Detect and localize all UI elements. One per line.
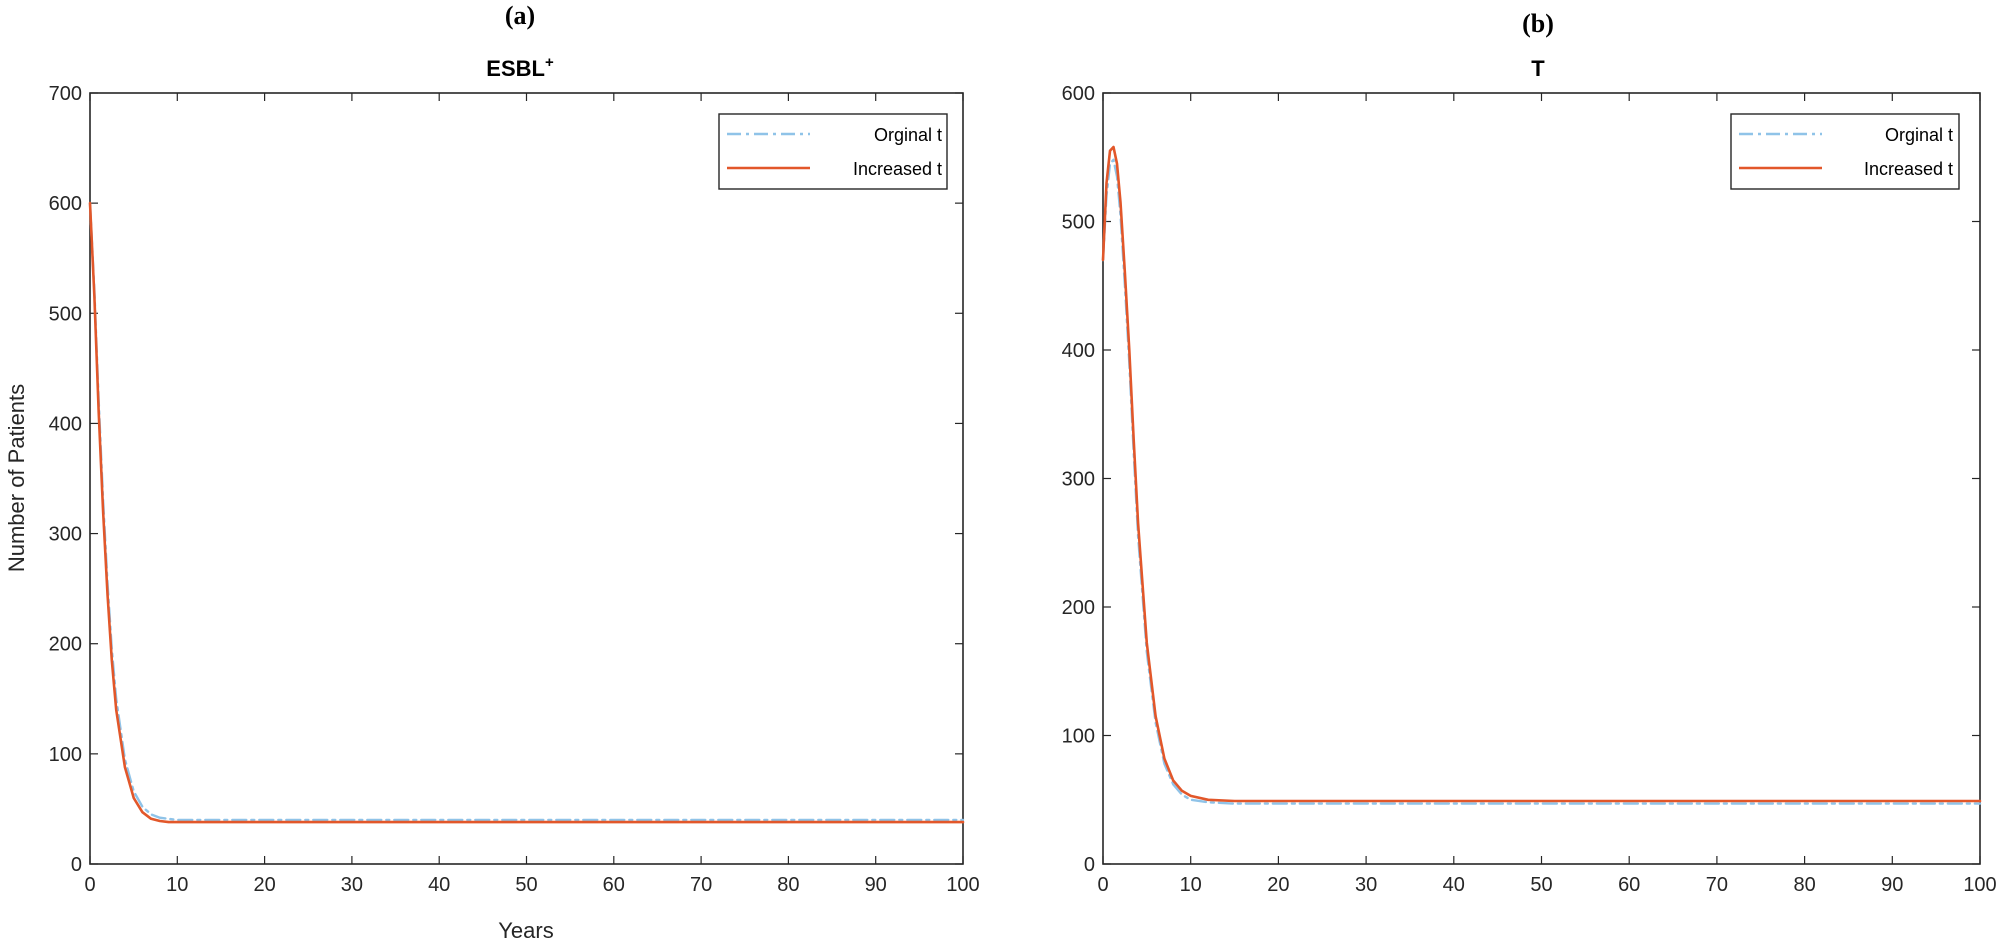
y-tick-label-a: 700 <box>49 83 82 105</box>
x-axis-label-a: Years <box>498 918 553 943</box>
x-tick-label-a: 90 <box>865 874 887 896</box>
x-tick-label-b: 90 <box>1881 874 1903 896</box>
legend-a: Orginal t Increased t <box>718 113 948 190</box>
y-tick-label-a: 0 <box>71 854 82 876</box>
y-tick-label-b: 600 <box>1062 83 1095 105</box>
legend-box-b <box>1730 113 1960 190</box>
x-tick-label-b: 30 <box>1355 874 1377 896</box>
x-tick-label-b: 0 <box>1097 874 1108 896</box>
series-line-original-b <box>1101 158 1982 805</box>
plot-title-a-superscript: + <box>545 54 554 71</box>
y-tick-label-a: 600 <box>49 193 82 215</box>
lines-a <box>88 201 965 824</box>
x-tick-label-b: 40 <box>1443 874 1465 896</box>
x-tick-label-b: 60 <box>1618 874 1640 896</box>
x-tick-label-a: 50 <box>515 874 537 896</box>
y-tick-label-b: 300 <box>1062 469 1095 491</box>
x-tick-label-a: 70 <box>690 874 712 896</box>
y-tick-label-b: 200 <box>1062 597 1095 619</box>
plot-title-a: ESBL+ <box>486 54 554 81</box>
x-tick-label-b: 100 <box>1963 874 1996 896</box>
legend-label-original-a: Orginal t <box>874 125 942 145</box>
legend-label-increased-b: Increased t <box>1864 159 1953 179</box>
y-tick-label-b: 500 <box>1062 212 1095 234</box>
x-tick-label-b: 10 <box>1180 874 1202 896</box>
y-tick-label-a: 200 <box>49 634 82 656</box>
axes-b <box>1102 92 1981 865</box>
x-tick-label-a: 40 <box>428 874 450 896</box>
ticks-b: 0 10 20 30 40 50 60 70 80 90 100 0 100 200 300 400 500 60… <box>1062 83 1997 896</box>
plot-title-a-text: ESBL <box>486 56 545 81</box>
y-axis-label-a: Number of Patients <box>4 384 29 572</box>
plot-title-b-text: T <box>1531 56 1545 81</box>
x-tick-label-a: 10 <box>166 874 188 896</box>
axes-a <box>89 92 964 865</box>
legend-label-increased-a: Increased t <box>853 159 942 179</box>
x-tick-label-a: 30 <box>341 874 363 896</box>
x-tick-label-a: 0 <box>84 874 95 896</box>
x-tick-label-b: 80 <box>1793 874 1815 896</box>
legend-label-original-b: Orginal t <box>1885 125 1953 145</box>
series-line-original-a <box>88 201 965 822</box>
series-line-increased-b <box>1101 145 1982 803</box>
panel-label-b: (b) <box>1522 9 1554 38</box>
x-tick-label-a: 80 <box>777 874 799 896</box>
lines-b <box>1101 145 1982 805</box>
y-tick-label-a: 300 <box>49 524 82 546</box>
ticks-a: 0 10 20 30 40 50 60 70 80 90 100 0 100 200 300 400 500 60… <box>49 83 980 896</box>
panel-b: (b) T 0 10 20 30 40 50 60 70 80 90 100 0 100 200 300 40… <box>1062 9 1997 896</box>
legend-box-a <box>718 113 948 190</box>
plot-title-b: T <box>1531 56 1545 81</box>
legend-b: Orginal t Increased t <box>1730 113 1960 190</box>
x-tick-label-b: 20 <box>1267 874 1289 896</box>
x-tick-label-b: 70 <box>1706 874 1728 896</box>
y-tick-label-b: 0 <box>1084 854 1095 876</box>
y-tick-label-b: 100 <box>1062 726 1095 748</box>
y-tick-label-a: 100 <box>49 744 82 766</box>
x-tick-label-b: 50 <box>1530 874 1552 896</box>
x-tick-label-a: 100 <box>946 874 979 896</box>
x-tick-label-a: 60 <box>603 874 625 896</box>
y-tick-label-a: 400 <box>49 413 82 435</box>
series-line-increased-a <box>88 201 965 824</box>
x-tick-label-a: 20 <box>253 874 275 896</box>
y-tick-label-a: 500 <box>49 303 82 325</box>
panel-a: (a) ESBL+ 0 10 20 30 40 50 60 70 80 90 100 0 100 200 3… <box>4 1 980 943</box>
panel-label-a: (a) <box>505 1 535 30</box>
y-tick-label-b: 400 <box>1062 340 1095 362</box>
